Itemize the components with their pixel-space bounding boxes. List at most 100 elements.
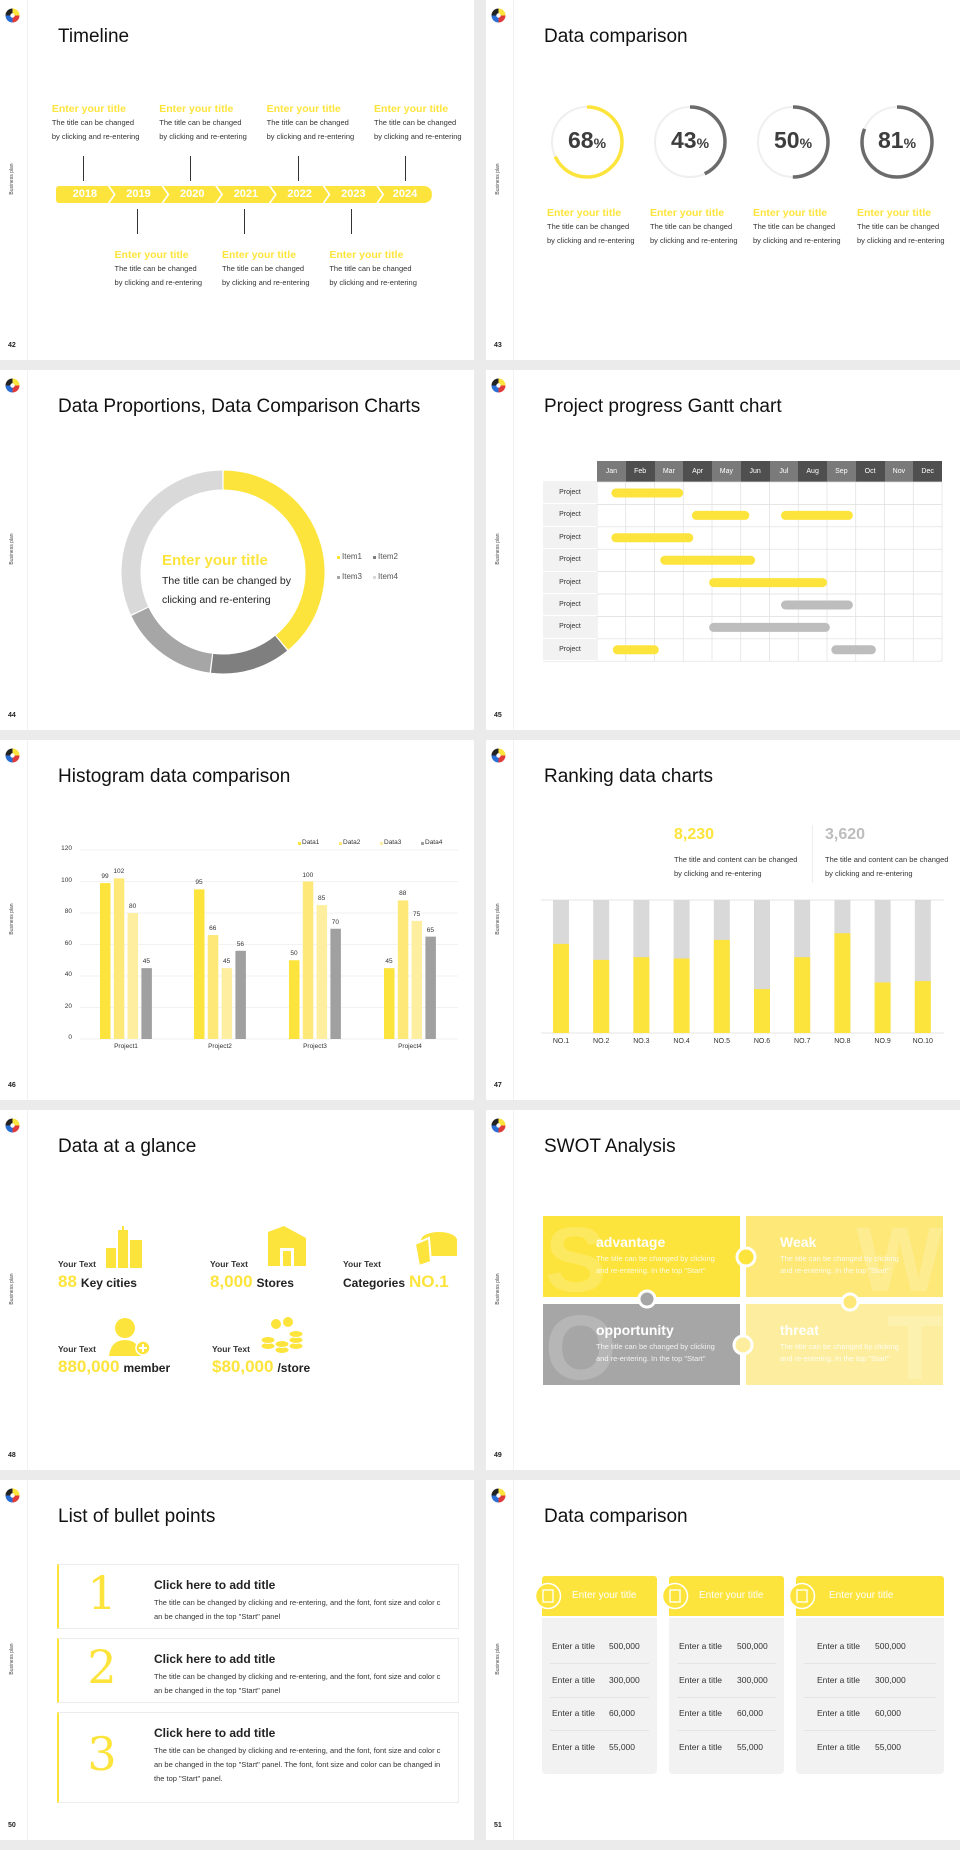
percent-value: 43% — [650, 127, 730, 154]
row-label: Enter a title — [552, 1674, 595, 1685]
swot-weak[interactable]: W Weak The title can be changed by clickin… — [746, 1216, 943, 1297]
slide-margin — [0, 0, 28, 360]
entry-title[interactable]: Enter your title — [51, 103, 126, 115]
stat-divider — [812, 825, 813, 883]
store-body — [268, 1226, 306, 1266]
month-header: Jul — [769, 461, 799, 482]
building — [118, 1230, 128, 1268]
logo-segment — [498, 1488, 506, 1496]
card-title[interactable]: Enter your title — [829, 1590, 894, 1601]
entry-title[interactable]: Enter your title — [547, 207, 622, 219]
entry-title[interactable]: Enter your title — [650, 207, 725, 219]
entry-desc-line: The title can be changed — [159, 118, 242, 127]
y-tick-label: 0 — [68, 1034, 72, 1041]
percent-value: 68% — [547, 127, 627, 154]
rank-label: NO.8 — [834, 1038, 851, 1045]
logo-segment — [5, 15, 13, 23]
text-block: Enter your title The title can be changed… — [267, 102, 355, 144]
bar-value — [754, 989, 770, 1033]
icon-ring — [534, 1582, 562, 1610]
entry-desc-line: The title can be changed — [221, 264, 305, 273]
month-header: Jan — [597, 461, 626, 482]
percent-unit: % — [799, 135, 813, 151]
percent-unit: % — [593, 135, 607, 151]
x-category-label: Project2 — [208, 1043, 232, 1050]
logo-segment — [498, 385, 506, 393]
entry-desc-line: by clicking and re-entering — [159, 132, 247, 141]
text-block: Enter your title The title can be changed… — [857, 206, 945, 248]
legend-swatch — [337, 576, 340, 579]
table-row: Enter a title 55,000 — [677, 1731, 776, 1764]
entry-title[interactable]: Enter your title — [114, 249, 189, 261]
item-number: $80,000 — [212, 1357, 274, 1376]
logo-icon — [5, 378, 20, 393]
bullet-title[interactable]: Click here to add title — [154, 1726, 276, 1740]
slide-46: Business plan 46 Histogram data comparison… — [0, 740, 474, 1100]
logo-center — [496, 383, 501, 388]
month-header: May — [712, 461, 741, 482]
gantt-bar — [709, 622, 830, 632]
item-label: Your Text — [58, 1259, 96, 1269]
row-label: Enter a title — [679, 1708, 722, 1718]
text-block: Enter your title The title can be changed… — [753, 206, 841, 248]
gantt-bar — [691, 510, 750, 520]
entry-title[interactable]: Enter your title — [159, 103, 234, 115]
data-label: 50 — [290, 950, 298, 958]
bullet-text: The title can be changed by clicking and… — [154, 1672, 441, 1695]
entry-title[interactable]: Enter your title — [857, 207, 932, 219]
row-label: Enter a title — [817, 1708, 860, 1718]
entry-title[interactable]: Enter your title — [266, 103, 341, 115]
project-row-label: Project — [543, 549, 597, 572]
center-desc-line: The title can be changed by — [162, 575, 292, 587]
store-window — [283, 1251, 291, 1266]
logo-segment — [12, 1488, 20, 1496]
timeline-year-segment: 2022 — [271, 186, 329, 203]
logo-segment — [12, 385, 20, 393]
card-title[interactable]: Enter your title — [572, 1590, 637, 1601]
project-row-label: Project — [543, 482, 597, 505]
bar-value — [593, 959, 610, 1033]
buildings-icon — [106, 1226, 142, 1268]
swot-desc: The title can be changed by clicking and… — [596, 1342, 715, 1363]
donut-slice-item2 — [210, 635, 288, 674]
bar-data3 — [127, 913, 139, 1039]
sidebar-label: Business plan — [495, 1643, 501, 1675]
row-value: 300,000 — [609, 1674, 640, 1685]
text-block: Enter your title The title can be changed… — [374, 102, 462, 144]
bullet-title[interactable]: Click here to add title — [154, 1578, 276, 1592]
bullet-card[interactable]: 3 Click here to add title The title can be… — [57, 1712, 459, 1803]
page-number: 48 — [8, 1452, 16, 1459]
item-number: 880,000 — [58, 1357, 120, 1376]
entry-title[interactable]: Enter your title — [753, 207, 828, 219]
item-stat: $80,000/store — [212, 1357, 310, 1377]
logo-center — [496, 13, 501, 18]
slide-42: Business plan 42 Timeline 2018 2019 2020 2021 2… — [0, 0, 474, 360]
bar-data4 — [330, 928, 341, 1039]
table-row: Enter a title 500,000 — [804, 1630, 936, 1664]
connector-line — [82, 156, 84, 181]
percent-unit: % — [696, 135, 710, 151]
row-label: Enter a title — [552, 1741, 595, 1752]
entry-title[interactable]: Enter your title — [329, 249, 404, 261]
swot-letter: O — [545, 1304, 617, 1385]
bullet-card[interactable]: 1 Click here to add title The title can be… — [57, 1564, 459, 1629]
bullet-title[interactable]: Click here to add title — [154, 1652, 276, 1666]
entry-title[interactable]: Enter your title — [374, 103, 449, 115]
card-title[interactable]: Enter your title — [699, 1590, 764, 1601]
logo-icon — [491, 748, 506, 763]
bullet-card[interactable]: 2 Click here to add title The title can be… — [57, 1638, 459, 1703]
entry-title[interactable]: Enter your title — [221, 249, 297, 261]
bullet-number: 3 — [87, 1726, 117, 1781]
slide-margin — [486, 1480, 514, 1840]
page-number: 46 — [8, 1082, 16, 1089]
building — [106, 1248, 116, 1268]
data-label: 102 — [113, 868, 125, 876]
month-header: Jun — [740, 461, 770, 482]
card-header — [796, 1576, 944, 1616]
bar-data4 — [235, 950, 246, 1039]
gantt-bar — [612, 645, 659, 655]
card-body: Enter a title 500,000 Enter a title 300,000… — [796, 1618, 944, 1774]
